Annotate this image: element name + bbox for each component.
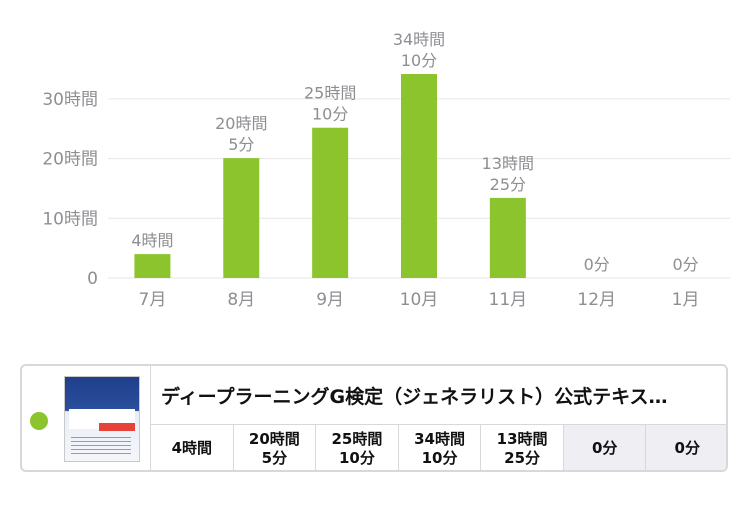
- month-cell: 20時間 5分: [232, 424, 316, 470]
- x-tick-label: 11月: [489, 290, 528, 310]
- month-cell: 25時間 10分: [315, 424, 398, 470]
- series-color-dot: [30, 412, 48, 430]
- legend-card[interactable]: ディープラーニングG検定（ジェネラリスト）公式テキス… 4時間 20時間 5分 25時…: [20, 364, 728, 472]
- data-label: 13時間: [482, 154, 534, 173]
- x-tick-label: 1月: [672, 290, 700, 310]
- data-label: 0分: [672, 255, 698, 274]
- book-title: ディープラーニングG検定（ジェネラリスト）公式テキス…: [161, 386, 668, 408]
- month-cell-value: 13時間: [496, 429, 548, 448]
- month-cell-value: 34時間: [414, 429, 465, 448]
- data-label: 34時間: [393, 30, 445, 49]
- data-label: 25時間: [304, 84, 356, 103]
- x-tick-label: 10月: [400, 290, 439, 310]
- bar[interactable]: [223, 158, 260, 278]
- bar[interactable]: [312, 127, 349, 278]
- book-cover-icon: [64, 376, 140, 462]
- month-cell-value: 5分: [261, 448, 288, 467]
- y-tick-label: 0: [87, 269, 98, 289]
- month-cell-value: 25時間: [331, 429, 383, 448]
- data-label: 0分: [584, 255, 610, 274]
- month-cell-value: 10分: [339, 448, 375, 467]
- y-tick-label: 10時間: [42, 209, 98, 229]
- month-cell: 4時間: [150, 424, 233, 470]
- data-label: 20時間: [215, 114, 267, 133]
- data-label: 10分: [312, 105, 348, 124]
- month-cell-value: 0分: [674, 439, 700, 457]
- month-cell-value: 0分: [591, 439, 618, 457]
- month-cell: 13時間 25分: [480, 424, 563, 470]
- bar[interactable]: [489, 197, 526, 278]
- legend-title-row: ディープラーニングG検定（ジェネラリスト）公式テキス…: [150, 366, 726, 424]
- monthly-value-cells: 4時間 20時間 5分 25時間 10分 34時間 10分 13時間 25分 0分 0分: [150, 424, 726, 470]
- x-tick-label: 12月: [577, 290, 616, 310]
- x-tick-label: 8月: [227, 290, 255, 310]
- x-tick-label: 9月: [316, 290, 344, 310]
- month-cell-value: 20時間: [248, 429, 300, 448]
- month-cell-value: 4時間: [171, 439, 212, 457]
- bar[interactable]: [134, 254, 171, 278]
- y-tick-label: 20時間: [42, 150, 98, 170]
- month-cell: 0分: [645, 424, 726, 470]
- x-tick-label: 7月: [139, 290, 167, 310]
- y-tick-label: 30時間: [42, 90, 98, 110]
- data-label: 5分: [228, 135, 254, 154]
- bar[interactable]: [401, 74, 437, 278]
- month-cell: 34時間 10分: [397, 424, 481, 470]
- data-label: 25分: [490, 175, 526, 194]
- data-label: 4時間: [131, 231, 173, 250]
- month-cell-value: 25分: [504, 448, 541, 467]
- month-cell-value: 10分: [421, 448, 458, 467]
- month-cell: 0分: [562, 424, 646, 470]
- bar-chart: 0 10時間 20時間 30時間 7月 4時間 8月 20時間 5分 9月 25時間 10分 10月 34…: [42, 30, 730, 310]
- data-label: 10分: [401, 51, 437, 70]
